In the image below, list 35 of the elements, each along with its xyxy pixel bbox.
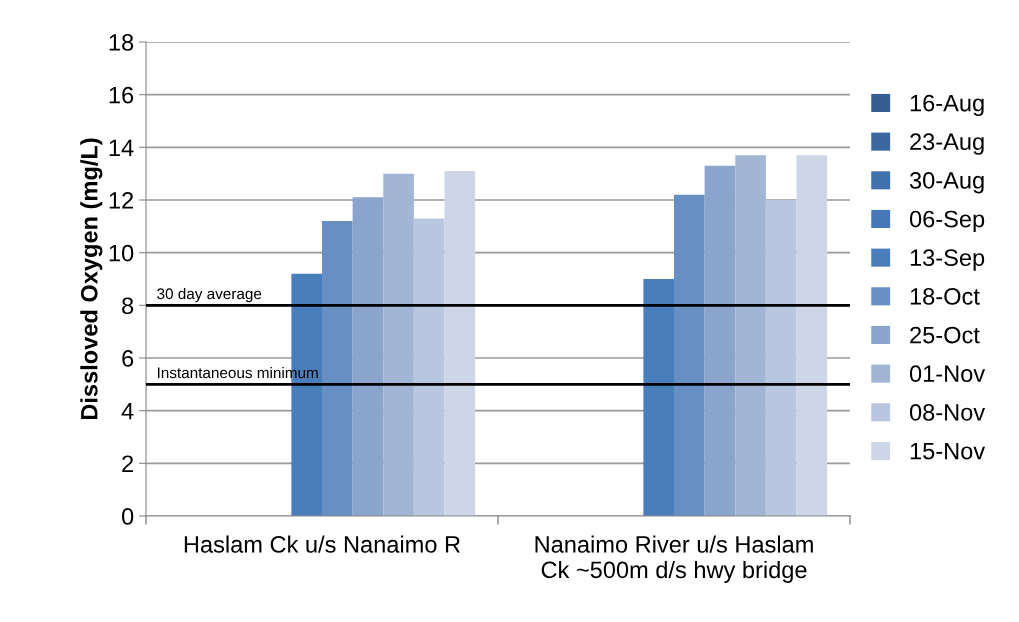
bar (704, 165, 736, 516)
y-tick-label: 14 (109, 139, 134, 156)
legend-label: 13-Sep (910, 249, 985, 271)
legend-label: 23-Aug (910, 133, 984, 155)
y-tick-label: 16 (109, 86, 134, 104)
y-axis-title: Dissloved Oxygen (mg/L) (80, 138, 103, 420)
bar (322, 221, 353, 516)
ref-line-label: 30 day average (157, 287, 262, 303)
y-tick-label: 12 (109, 192, 134, 209)
legend-label: 18-Oct (910, 288, 980, 305)
legend-label: 15-Nov (910, 442, 986, 460)
y-tick-label: 6 (122, 350, 134, 367)
bar (765, 200, 797, 516)
legend-label: 16-Aug (910, 94, 984, 117)
y-tick-label: 10 (109, 244, 134, 262)
bar (735, 155, 766, 516)
bar (383, 173, 414, 516)
bar (674, 194, 705, 516)
y-tick-label: 4 (121, 402, 134, 420)
x-tick-label: Nanaimo River u/s Haslam Ck ~500m d/s hwy bridge (535, 535, 813, 583)
y-tick-label: 8 (122, 297, 134, 315)
y-tick-label: 0 (121, 508, 134, 525)
bar (796, 155, 828, 516)
bar (352, 197, 384, 516)
legend-label: 25-Oct (910, 326, 980, 344)
legend-label: 06-Sep (909, 210, 985, 233)
legend-label: 30-Aug (909, 172, 984, 194)
x-tick-label: Haslam Ck u/s Nanaimo R (184, 535, 460, 553)
legend-label: 08-Nov (909, 404, 986, 421)
y-tick-label: 2 (122, 455, 134, 472)
y-tick-label: 18 (109, 34, 134, 51)
bar (444, 171, 476, 516)
legend-label: 01-Nov (909, 365, 986, 383)
bar (413, 218, 445, 516)
bar (643, 279, 674, 516)
